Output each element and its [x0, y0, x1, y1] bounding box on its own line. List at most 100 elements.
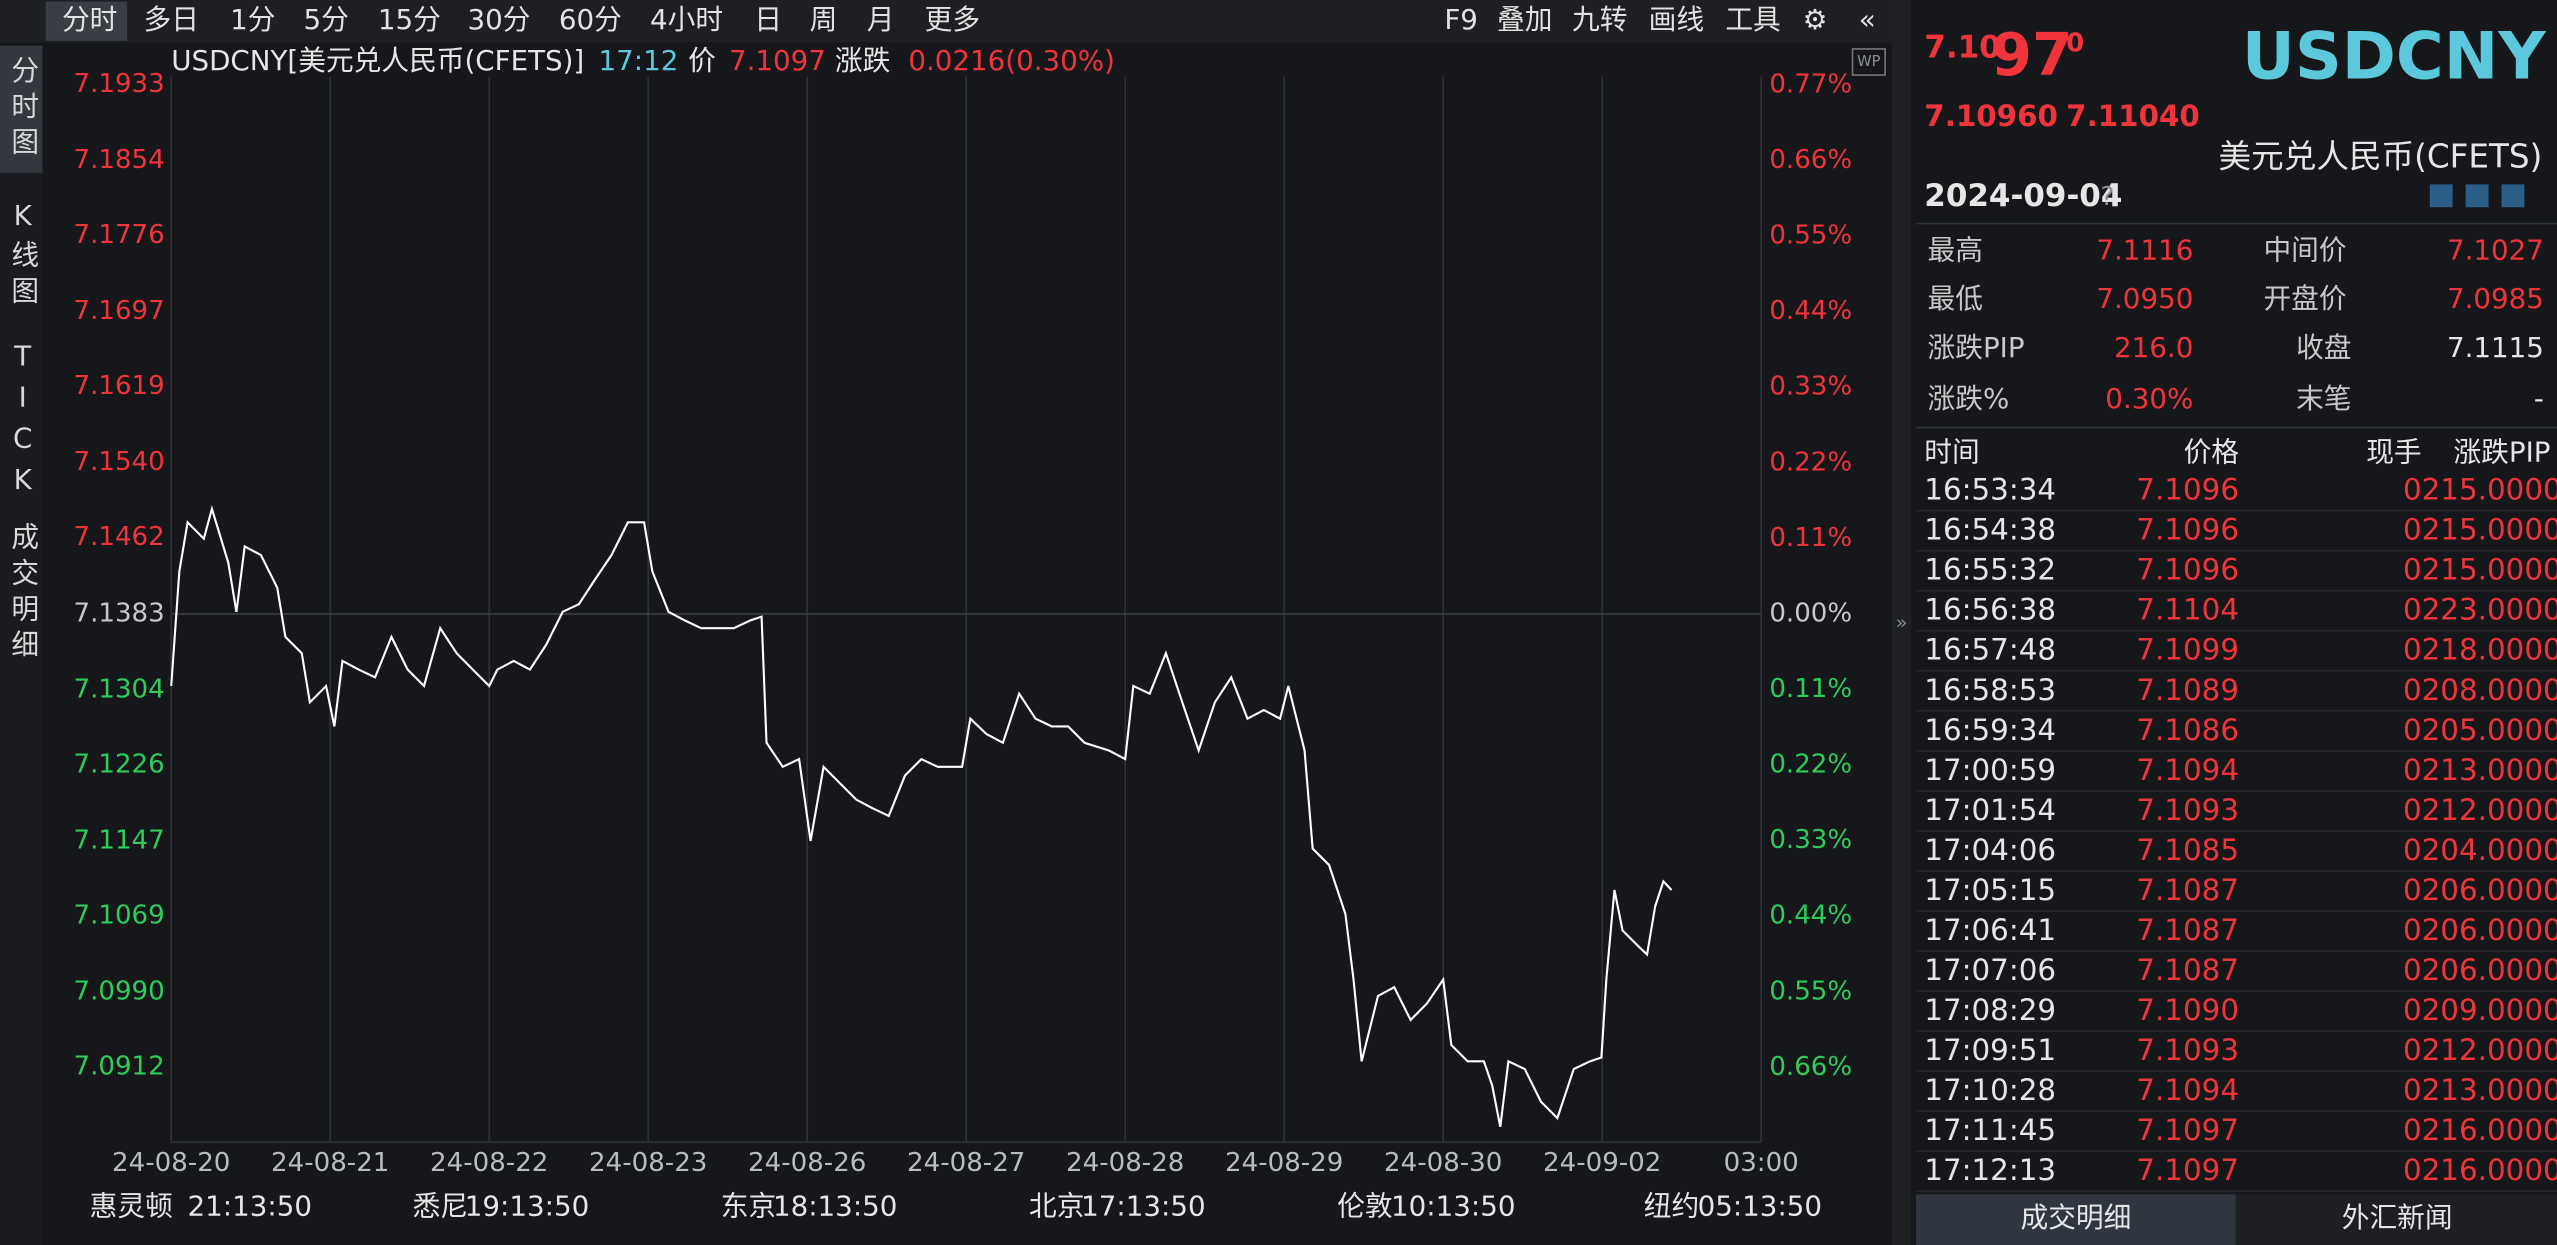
side-tab[interactable]: TICK: [6, 339, 39, 504]
x-tick-label: 24-08-30: [1384, 1148, 1502, 1178]
stat-label: 开盘价: [2263, 282, 2346, 315]
trade-pip: 208.0000: [2422, 673, 2557, 707]
stat-label: 涨跌PIP: [1928, 331, 2025, 364]
stat-value: 7.1115: [2447, 331, 2544, 364]
trade-price: 7.1094: [2136, 1073, 2239, 1107]
trade-volume: 0: [2403, 873, 2422, 907]
trade-volume: 0: [2403, 473, 2422, 507]
y2-tick-label: 0.00%: [1769, 598, 1852, 628]
toolbar-tab[interactable]: 更多: [925, 3, 980, 36]
toolbar-bg: [0, 0, 1892, 43]
toolbar-tab[interactable]: 周: [810, 3, 838, 36]
toolbar-tab[interactable]: 15分: [378, 3, 441, 36]
splitter-arrow[interactable]: »: [1895, 611, 1907, 634]
trade-time: 17:09:51: [1924, 1033, 2056, 1067]
x-tick-label: 03:00: [1724, 1148, 1799, 1178]
stat-label: 中间价: [2263, 233, 2346, 266]
y2-tick-label: 0.22%: [1769, 750, 1852, 780]
x-tick-label: 24-08-20: [112, 1148, 230, 1178]
toolbar-tab[interactable]: 月: [867, 3, 895, 36]
price: 7.1097: [729, 44, 826, 77]
active-tab-bg: [45, 1, 128, 41]
trade-pip: 215.0000: [2422, 513, 2557, 547]
quote-date: 2024-09-04: [1924, 178, 2122, 214]
toolbar-tab[interactable]: 5分: [303, 3, 348, 36]
edit-icon[interactable]: [2429, 184, 2453, 208]
y-tick-label: 7.1069: [73, 901, 164, 931]
y2-tick-label: 0.66%: [1769, 1052, 1852, 1082]
toolbar-tab[interactable]: 4小时: [650, 3, 723, 36]
trade-time: 17:12:13: [1924, 1153, 2056, 1187]
x-tick-label: 24-08-26: [748, 1148, 866, 1178]
toolbar-tab[interactable]: 1分: [230, 3, 275, 36]
y-tick-label: 7.1462: [73, 522, 164, 552]
toolbar-tool[interactable]: 九转: [1572, 3, 1627, 36]
clock-time: 18:13:50: [773, 1189, 897, 1222]
trade-pip: 215.0000: [2422, 473, 2557, 507]
trade-pip: 206.0000: [2422, 953, 2557, 987]
trade-volume: 0: [2403, 913, 2422, 947]
toolbar-tool[interactable]: 叠加: [1497, 3, 1552, 36]
y-tick-label: 7.1776: [73, 220, 164, 250]
toolbar-tab[interactable]: 多日: [144, 3, 199, 36]
trade-volume: 0: [2403, 713, 2422, 747]
bottom-tab[interactable]: 外汇新闻: [2342, 1201, 2453, 1234]
y2-tick-label: 0.11%: [1769, 523, 1852, 553]
stat-label: 涨跌%: [1928, 382, 2010, 415]
trades-header: 价格: [2184, 436, 2240, 469]
clock-city: 纽约: [1644, 1189, 1699, 1222]
toolbar-tab[interactable]: 分时: [62, 3, 117, 36]
trade-price: 7.1087: [2136, 913, 2239, 947]
y2-tick-label: 0.55%: [1769, 221, 1852, 251]
bottom-tab[interactable]: 成交明细: [2021, 1201, 2132, 1234]
clock-time: 19:13:50: [465, 1189, 589, 1222]
y-tick-label: 7.0912: [73, 1052, 164, 1082]
toolbar-tab[interactable]: 30分: [468, 3, 531, 36]
trade-pip: 216.0000: [2422, 1153, 2557, 1187]
collapse-icon[interactable]: «: [1859, 3, 1876, 36]
y2-tick-label: 0.77%: [1769, 69, 1852, 99]
trade-price: 7.1099: [2136, 633, 2239, 667]
trade-price: 7.1097: [2136, 1153, 2239, 1187]
trade-volume: 0: [2403, 833, 2422, 867]
side-tab[interactable]: 分时图: [6, 55, 39, 163]
trade-pip: 213.0000: [2422, 1073, 2557, 1107]
stat-value: 7.0950: [2096, 282, 2193, 315]
toolbar-tool[interactable]: 画线: [1649, 3, 1704, 36]
clock-city: 北京: [1029, 1189, 1084, 1222]
clock-city: 惠灵顿: [90, 1189, 173, 1222]
x-tick-label: 24-08-27: [907, 1148, 1025, 1178]
settings-icon[interactable]: ⚙: [1803, 3, 1828, 36]
y-tick-label: 7.1540: [73, 447, 164, 477]
add-icon[interactable]: [2501, 184, 2525, 208]
y-tick-label: 7.1383: [73, 598, 164, 628]
toolbar-tab[interactable]: 日: [754, 3, 782, 36]
trade-time: 16:57:48: [1924, 633, 2056, 667]
trade-time: 17:07:06: [1924, 953, 2056, 987]
splitter[interactable]: [1891, 0, 1912, 1245]
y2-tick-label: 0.44%: [1769, 901, 1852, 931]
y-tick-label: 7.1147: [73, 825, 164, 855]
trade-price: 7.1093: [2136, 1033, 2239, 1067]
x-tick-label: 24-08-21: [271, 1148, 389, 1178]
side-tab[interactable]: K线图: [6, 199, 39, 312]
stat-label: 最高: [1928, 233, 1983, 266]
alert-icon[interactable]: [2465, 184, 2489, 208]
toolbar-tool[interactable]: F9: [1444, 3, 1478, 36]
trade-time: 16:58:53: [1924, 673, 2056, 707]
trade-volume: 0: [2403, 633, 2422, 667]
toolbar-tab[interactable]: 60分: [559, 3, 622, 36]
clock-time: 10:13:50: [1391, 1189, 1515, 1222]
trade-pip: 223.0000: [2422, 593, 2557, 627]
y2-tick-label: 0.33%: [1769, 825, 1852, 855]
trade-volume: 0: [2403, 753, 2422, 787]
trade-pip: 212.0000: [2422, 1033, 2557, 1067]
wp-icon[interactable]: [1851, 48, 1886, 76]
help[interactable]: ?: [2100, 182, 2114, 212]
y2-tick-label: 0.11%: [1769, 674, 1852, 704]
side-tab[interactable]: 成交明细: [6, 522, 39, 666]
toolbar-tool[interactable]: 工具: [1725, 3, 1780, 36]
trade-volume: 0: [2403, 993, 2422, 1027]
